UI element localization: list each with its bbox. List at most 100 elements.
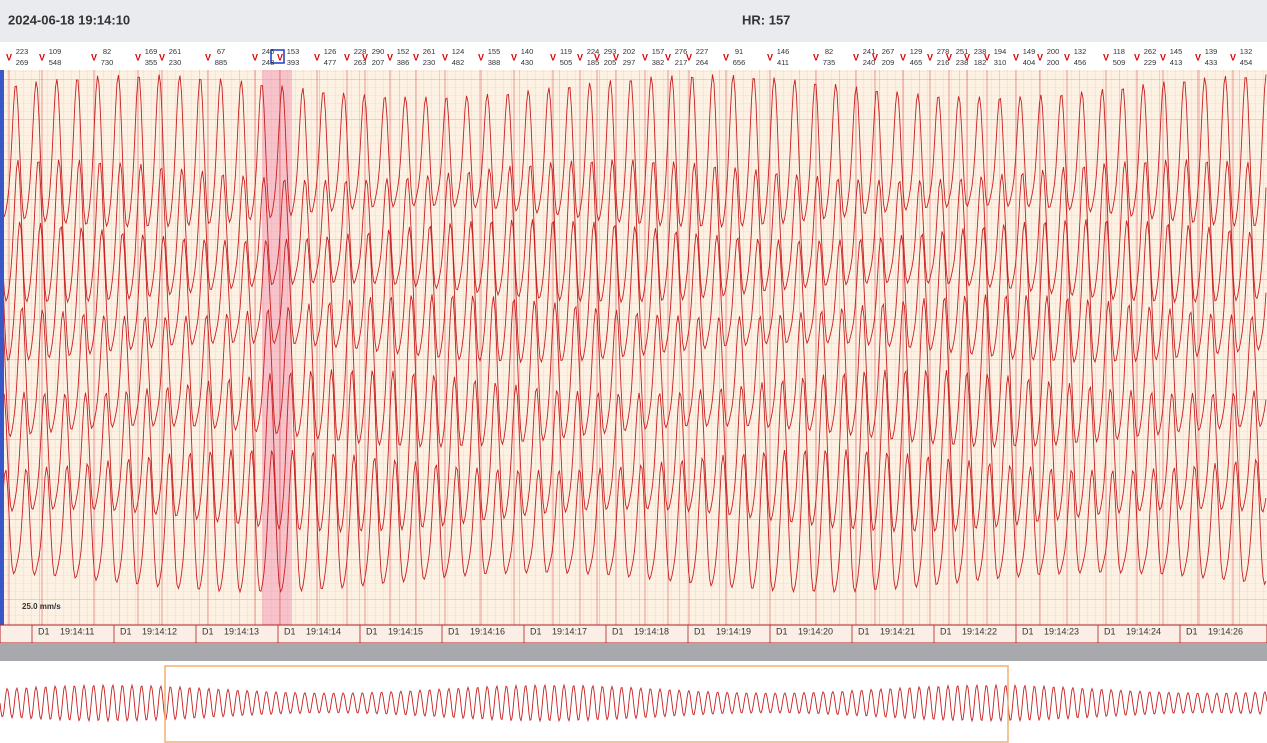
beat-interval: 261 [169, 47, 182, 56]
beat-marker: V [686, 52, 692, 62]
beat-interval: 263 [354, 58, 367, 67]
beat-marker: V [984, 52, 990, 62]
lead-label: D1 [694, 626, 706, 636]
beat-interval: 388 [488, 58, 501, 67]
beat-interval: 132 [1074, 47, 1087, 56]
beat-interval: 223 [16, 47, 29, 56]
beat-marker: V [927, 52, 933, 62]
beat-interval: 262 [1144, 47, 1157, 56]
lead-label: D1 [1022, 626, 1034, 636]
beat-interval: 126 [324, 47, 337, 56]
time-label: 19:14:21 [880, 626, 915, 636]
beat-marker: V [413, 52, 419, 62]
time-label: 19:14:19 [716, 626, 751, 636]
beat-marker: V [314, 52, 320, 62]
beat-marker: V [6, 52, 12, 62]
beat-interval: 217 [675, 58, 688, 67]
beat-marker: V [442, 52, 448, 62]
beat-interval: 413 [1170, 58, 1183, 67]
beat-marker: V [1134, 52, 1140, 62]
beat-interval: 393 [287, 58, 300, 67]
beat-marker: V [387, 52, 393, 62]
lead-label: D1 [284, 626, 296, 636]
beat-marker: V [900, 52, 906, 62]
beat-interval: 207 [372, 58, 385, 67]
beat-interval: 216 [937, 58, 950, 67]
beat-marker: V [665, 52, 671, 62]
beat-interval: 157 [652, 47, 665, 56]
beat-interval: 238 [956, 58, 969, 67]
beat-marker: V [577, 52, 583, 62]
beat-marker: V [1103, 52, 1109, 62]
speed-label: 25.0 mm/s [22, 602, 61, 611]
beat-interval: 248 [262, 58, 275, 67]
beat-interval: 200 [1047, 47, 1060, 56]
lead-label: D1 [1104, 626, 1116, 636]
beat-interval: 194 [994, 47, 1007, 56]
beat-interval: 149 [1023, 47, 1036, 56]
time-label: 19:14:11 [60, 626, 94, 636]
beat-interval: 119 [560, 47, 572, 56]
beat-interval: 228 [354, 47, 367, 56]
beat-interval: 91 [735, 47, 743, 56]
time-label: 19:14:26 [1208, 626, 1243, 636]
beat-marker: V [91, 52, 97, 62]
ecg-trace [0, 369, 1267, 534]
beat-marker: V [135, 52, 141, 62]
beat-interval: 293 [604, 47, 617, 56]
overview-window[interactable] [164, 665, 1009, 743]
beat-marker: V [39, 52, 45, 62]
beat-interval: 230 [423, 58, 436, 67]
time-label: 19:14:14 [306, 626, 341, 636]
overview-trace [0, 683, 1267, 723]
beat-interval: 155 [488, 47, 501, 56]
time-label: 19:14:23 [1044, 626, 1079, 636]
beat-interval: 465 [910, 58, 923, 67]
beat-interval: 146 [777, 47, 790, 56]
ecg-trace [0, 159, 1267, 304]
ecg-trace [0, 219, 1267, 364]
beat-interval: 404 [1023, 58, 1036, 67]
beat-interval: 477 [324, 58, 337, 67]
beat-interval: 145 [1170, 47, 1183, 56]
beat-interval: 202 [623, 47, 636, 56]
time-label: 19:14:18 [634, 626, 669, 636]
time-label: 19:14:17 [552, 626, 587, 636]
beat-interval: 82 [103, 47, 111, 56]
lead-label: D1 [776, 626, 788, 636]
beat-interval: 735 [823, 58, 836, 67]
beat-marker: V [344, 52, 350, 62]
lead-label: D1 [940, 626, 952, 636]
beat-marker: V [362, 52, 368, 62]
beat-interval: 264 [696, 58, 709, 67]
beat-interval: 386 [397, 58, 410, 67]
beat-marker: V [946, 52, 952, 62]
scroll-bar[interactable] [0, 643, 1267, 661]
header-bar [0, 0, 1267, 42]
ecg-trace [0, 449, 1267, 594]
beat-interval: 251 [956, 47, 969, 56]
beat-interval: 200 [1047, 58, 1060, 67]
beat-marker: V [964, 52, 970, 62]
time-label: 19:14:13 [224, 626, 259, 636]
beat-marker: V [550, 52, 556, 62]
time-label: 19:14:16 [470, 626, 505, 636]
beat-marker: V [594, 52, 600, 62]
beat-interval: 129 [910, 47, 923, 56]
beat-marker: V [252, 52, 258, 62]
beat-interval: 82 [825, 47, 833, 56]
lead-label: D1 [530, 626, 542, 636]
time-label: 19:14:22 [962, 626, 997, 636]
selected-beat-box[interactable] [270, 49, 285, 64]
beat-marker: V [872, 52, 878, 62]
overview-wave [0, 683, 1267, 723]
beat-interval: 230 [169, 58, 182, 67]
beat-interval: 67 [217, 47, 225, 56]
lead-label: D1 [448, 626, 460, 636]
annotation-row [0, 42, 1267, 70]
beat-interval: 240 [863, 58, 876, 67]
beat-interval: 730 [101, 58, 114, 67]
beat-interval: 310 [994, 58, 1007, 67]
beat-interval: 169 [145, 47, 158, 56]
